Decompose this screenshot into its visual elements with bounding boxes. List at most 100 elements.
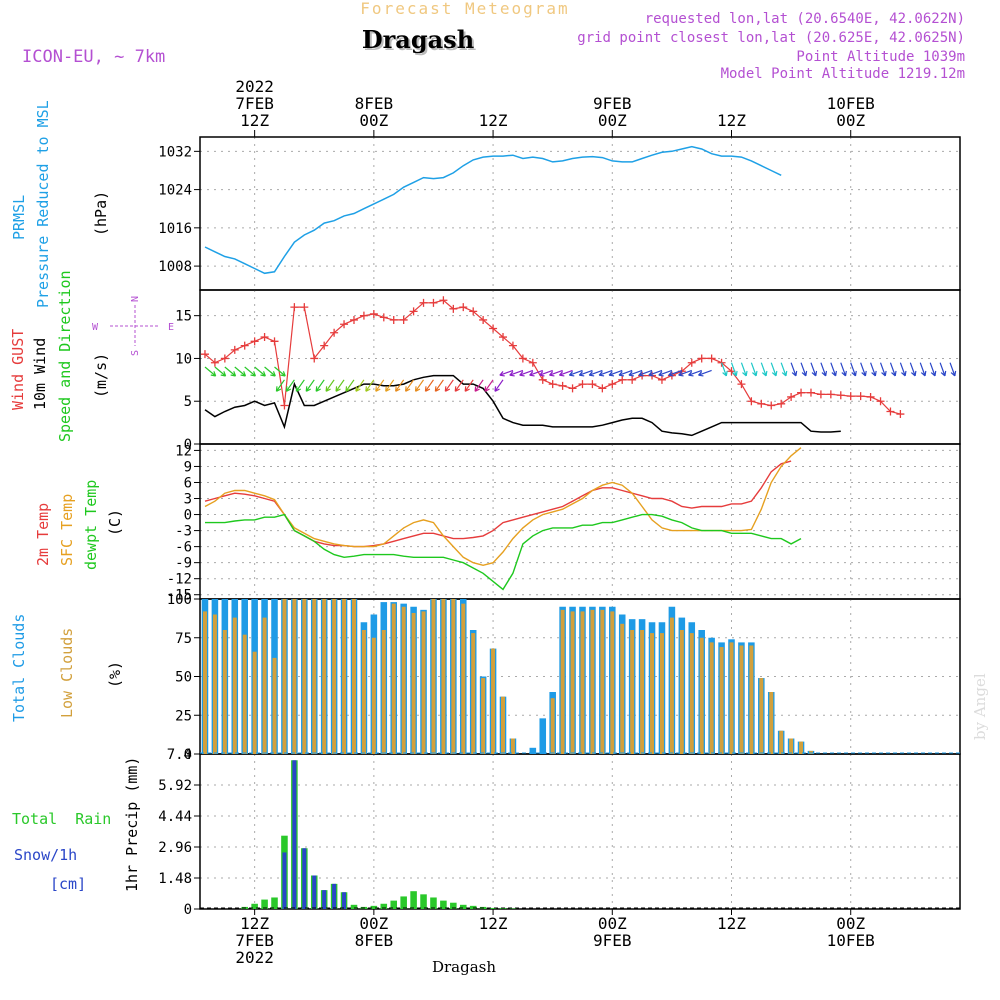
wind-direction-arrow [224,366,237,377]
gust-marker [886,407,895,416]
top-time-label: 00Z [598,111,627,130]
gust-marker [558,381,567,390]
tick-label-precip: 5.92 [158,778,192,794]
wind-direction-arrow [365,379,375,392]
gust-marker [270,337,279,346]
pressure-unit: (hPa) [92,191,110,236]
wind-label2: 10m Wind [31,338,49,410]
gust-marker [340,320,349,329]
wind-direction-arrow [484,379,494,392]
wind-direction-arrow [335,379,345,392]
gust-marker [499,333,508,342]
gust-marker [717,358,726,367]
low-cloud-bar [361,630,366,754]
low-cloud-bar [729,642,734,754]
low-cloud-bar [312,599,317,754]
rain-bar [459,904,467,909]
gust-marker [846,392,855,401]
tick-label-clouds: 100 [167,592,192,608]
tick-label-temp: -12 [167,572,192,588]
snow-bar [292,760,297,909]
wind-direction-arrow [830,362,837,377]
low-cloud-bar [322,599,327,754]
tick-label-temp: -3 [175,524,192,540]
wind-direction-arrow [264,366,276,377]
rain-bar [410,891,417,909]
wind-direction-arrow [355,379,365,392]
pressure-line [204,145,782,275]
low-cloud-bar [739,645,744,754]
low-cloud-bar [262,617,267,754]
wind-direction-arrow [899,362,907,377]
wind-direction-arrow [860,362,867,377]
snow-bar [282,852,287,909]
low-cloud-bar [242,634,247,754]
temp-unit: (C) [106,509,124,536]
low-cloud-bar [640,630,645,754]
gust-marker [618,375,627,384]
tick-label-precip: 7.4 [167,747,192,763]
wind-direction-arrow [850,362,857,377]
low-cloud-bar [212,614,217,754]
snow-bar [342,892,347,909]
tick-label-temp: -9 [175,556,192,572]
low-cloud-bar [441,599,446,754]
tick-label-precip: 4.44 [158,809,192,825]
wind-direction-arrow [395,379,405,392]
wind-direction-arrow [638,369,653,377]
top-time-label: 10FEB [827,94,875,113]
low-cloud-bar [719,647,724,754]
low-cloud-bar [491,648,496,754]
tick-label-temp: 3 [184,492,192,508]
top-time-label: 12Z [717,111,746,130]
low-cloud-bar [600,609,605,754]
wind-direction-arrow [790,362,798,377]
low-cloud-bar [352,599,356,754]
gust-marker [200,350,209,359]
low-cloud-bar [799,741,804,754]
compass-west: W [92,322,99,333]
snow-bar [302,848,307,909]
tick-label-pressure: 1024 [158,183,192,199]
low-cloud-bar [421,611,426,754]
low-cloud-bar [292,599,297,754]
bottom-time-label: 8FEB [355,931,394,950]
top-time-label: 12Z [479,111,508,130]
wind-direction-arrow [740,362,748,377]
wind-direction-arrow [870,362,877,377]
low-cloud-bar [232,617,237,754]
rain-bar [440,900,447,909]
low-cloud-bar [610,611,615,754]
gust-marker [707,354,716,363]
wind-compass: N S W E [92,296,174,356]
low-cloud-bar [381,630,386,754]
low-cloud-bar [789,738,794,754]
gust-marker [429,298,438,307]
rain-bar [380,903,388,909]
wind-direction-arrow [549,369,563,377]
wind-direction-arrow [800,362,808,377]
compass-north: N [130,296,141,302]
wind-direction-arrow [434,379,444,392]
wind-direction-arrow [949,362,957,377]
temp-label2: SFC Temp [58,494,76,566]
bottom-time-label: 7FEB [235,931,274,950]
gust-marker [598,384,607,393]
gust-marker [349,315,358,324]
low-cloud-bar [202,611,207,754]
precip-unit: 1hr Precip (mm) [123,757,141,892]
gust-marker [389,315,398,324]
wind-direction-arrow [254,366,266,377]
chart-title: Forecast Meteogram [360,0,569,18]
low-cloud-bar [471,633,476,754]
tick-label-temp: -6 [175,540,192,556]
wind-direction-arrow [295,379,305,392]
low-cloud-bar [252,651,257,754]
wind-direction-arrow [820,362,828,377]
tick-label-temp: 12 [175,443,192,459]
low-cloud-bar [689,633,694,754]
wind-direction-arrow [204,366,217,377]
tick-label-wind: 0 [184,437,192,453]
bottom-time-label: 2022 [235,948,274,967]
